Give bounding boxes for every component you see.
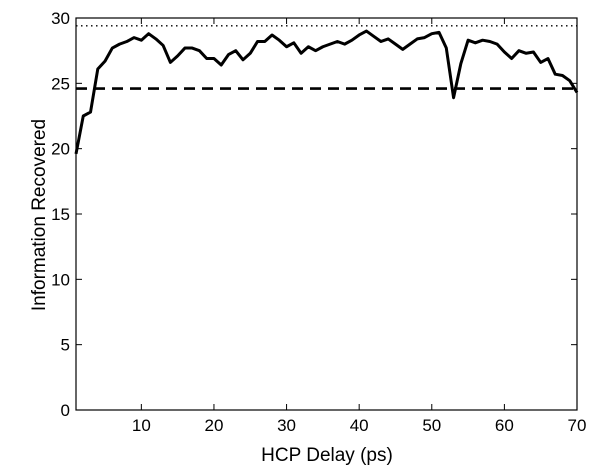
plot-background: [76, 18, 577, 410]
x-tick-label: 10: [132, 416, 151, 435]
series-layer: [74, 25, 579, 155]
axes-layer: 10 20 30 40 50 60 70 0 5 10 15 20 25 30: [51, 9, 586, 435]
x-tick-label: 70: [568, 416, 587, 435]
y-tick-label: 25: [51, 74, 70, 93]
y-tick-label: 15: [51, 205, 70, 224]
y-tick-label: 20: [51, 140, 70, 159]
x-tick-label: 20: [204, 416, 223, 435]
plot-area: [76, 18, 577, 410]
series-line-information: [74, 29, 579, 155]
x-tick-label: 60: [495, 416, 514, 435]
x-tick-label: 50: [422, 416, 441, 435]
y-tick-label: 10: [51, 270, 70, 289]
y-tick-label: 30: [51, 9, 70, 28]
y-axis-label: Information Recovered: [29, 119, 50, 311]
y-tick-label: 0: [61, 401, 70, 420]
y-tick-label: 5: [61, 336, 70, 355]
x-tick-label: 30: [277, 416, 296, 435]
x-axis-label: HCP Delay (ps): [261, 445, 393, 466]
x-tick-label: 40: [350, 416, 369, 435]
